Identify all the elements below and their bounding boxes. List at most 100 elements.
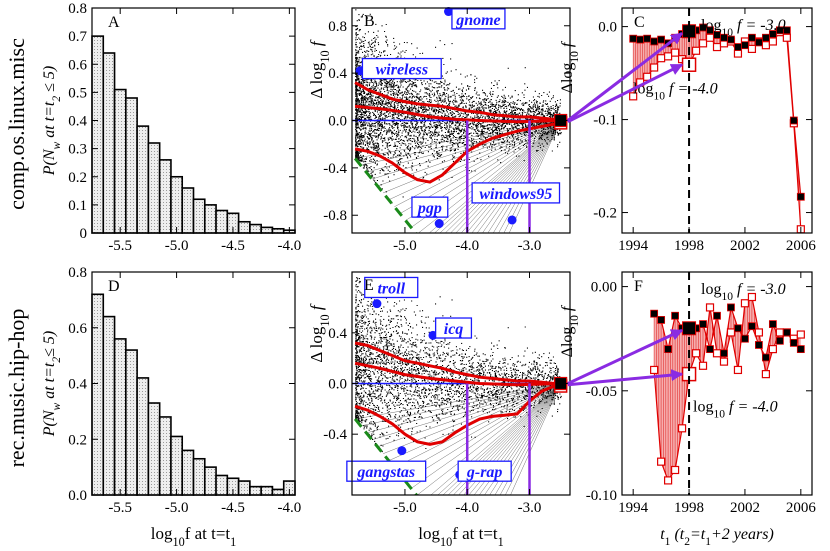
annotation-f-3: log10 f = -3.0 <box>701 17 786 39</box>
panel-d-histogram: -5.5 -5.0 -4.5 -4.0 0.0 0.2 0.4 0.6 0.8 D P(Nw at … <box>41 265 301 549</box>
marker-f-3 <box>775 336 784 345</box>
marker-f-3 <box>796 192 805 201</box>
word-label: wireless <box>376 62 428 79</box>
upper-envelope-curve <box>354 341 561 385</box>
panel-letter: F <box>634 278 643 295</box>
marker-f-4 <box>698 361 708 370</box>
x-tick-label: -4.0 <box>455 500 479 516</box>
marker-f-4 <box>643 72 652 81</box>
histogram-bar <box>271 227 285 234</box>
y-tick-label: 0.8 <box>328 19 347 35</box>
y-tick-label: -0.10 <box>586 488 617 504</box>
y-tick-label: 0.8 <box>68 265 87 281</box>
histogram-bar <box>158 159 172 234</box>
word-label: troll <box>377 280 405 297</box>
y-tick-label: -0.4 <box>323 161 347 177</box>
histogram-bar <box>158 416 172 496</box>
histogram-bar <box>170 175 184 234</box>
y-axis-label: P(Nw at t=t2≤ 5) <box>41 331 63 437</box>
y-tick-label: -0.8 <box>323 208 347 224</box>
x-tick-label: -5.0 <box>393 238 417 254</box>
marker-f-3 <box>650 309 659 318</box>
marker-f-4 <box>650 63 659 72</box>
y-tick-label: 0 <box>80 226 88 242</box>
connecting-arrows <box>566 32 684 387</box>
marker-f-4 <box>705 33 715 42</box>
y-tick-label: 0.8 <box>68 1 87 17</box>
y-axis-label: P(Nw at t=t2 ≤ 5) <box>41 66 63 176</box>
y-tick-label: 0.4 <box>68 114 87 130</box>
x-tick-label: -5.5 <box>108 500 132 516</box>
plot-frame <box>621 7 813 234</box>
y-tick-label: 0.4 <box>328 66 347 82</box>
annotation-f-4: log10 f = -4.0 <box>693 399 778 421</box>
marker-f-4 <box>719 357 729 366</box>
y-tick-label: 0.00 <box>591 280 617 296</box>
row-label-top: comp.os.linux.misc <box>4 38 29 210</box>
y-tick-label: -0.4 <box>323 427 347 443</box>
y-tick-label: -0.2 <box>593 206 617 222</box>
marker-f-4 <box>768 37 777 46</box>
marker-f-4 <box>747 44 757 54</box>
x-tick-label: -4.0 <box>277 238 301 254</box>
y-tick-label: -0.1 <box>593 113 617 129</box>
histogram-bar <box>136 125 150 234</box>
marker-f-3 <box>699 320 707 329</box>
word-label-box <box>471 182 561 204</box>
histogram-bar <box>147 402 161 496</box>
marker-f-4 <box>712 349 722 358</box>
panel-letter: A <box>108 14 120 31</box>
histogram-bar <box>102 315 116 496</box>
x-tick-label: -5.0 <box>165 500 189 516</box>
word-label-box <box>434 317 473 339</box>
marker-f-4 <box>691 349 701 358</box>
marker-f-4 <box>698 39 708 48</box>
marker-f-4 <box>664 476 673 485</box>
histogram-bar <box>215 474 229 496</box>
x-tick-label: -3.0 <box>518 500 542 516</box>
marker-f-4 <box>733 49 743 58</box>
x-tick-label: -5.0 <box>393 500 417 516</box>
panel-letter: D <box>108 278 120 295</box>
marker-f-3 <box>782 26 791 35</box>
marker-f-4 <box>657 457 666 466</box>
x-tick-label: -4.0 <box>455 238 479 254</box>
panel-letter: C <box>634 14 645 31</box>
histogram-bar <box>91 293 105 496</box>
histogram-bar <box>192 198 206 234</box>
marker-f-3 <box>636 35 645 44</box>
histogram-bar <box>181 187 195 234</box>
marker-f-4 <box>726 328 736 337</box>
word-label-box <box>451 8 506 30</box>
word-label-box <box>346 460 427 482</box>
marker-f-3 <box>706 26 714 35</box>
marker-f-3 <box>657 35 666 44</box>
histogram-bar <box>170 435 184 496</box>
word-label-box <box>361 57 442 80</box>
y-tick-label: 0.4 <box>68 377 87 393</box>
y-tick-label: 0.6 <box>68 321 87 337</box>
x-tick-label: -4.0 <box>277 500 301 516</box>
annotation-f-3: log10 f = -3.0 <box>701 281 786 303</box>
marker-f-3 <box>761 353 770 362</box>
connector-arrow <box>566 32 684 122</box>
marker-f-4 <box>712 42 722 52</box>
x-axis-label: log10f at t=t1 <box>151 524 237 549</box>
marker-f-3 <box>713 311 721 320</box>
histogram-bar <box>181 449 195 496</box>
marker-f-4 <box>782 33 791 42</box>
y-axis-label: Δlog10 f <box>559 40 581 93</box>
x-axis-label: log10f at t=t1 <box>418 524 504 549</box>
x-tick-label: 1994 <box>618 238 649 254</box>
marker-f-4 <box>705 303 715 312</box>
marker-f-4 <box>768 345 777 354</box>
x-tick-label: 2006 <box>786 500 817 516</box>
y-tick-label: 0.0 <box>328 114 347 130</box>
histogram-bar <box>125 97 138 234</box>
marker-f-4 <box>754 328 764 337</box>
connector-arrow <box>567 328 684 385</box>
y-axis-label: Δlog10 f <box>559 304 581 357</box>
marker-f-3 <box>734 324 742 333</box>
